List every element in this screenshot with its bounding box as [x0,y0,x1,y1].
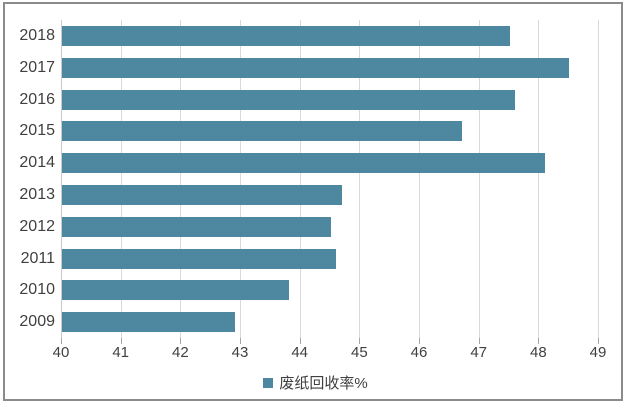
legend-swatch-icon [263,377,274,388]
x-axis-tick-label: 41 [112,344,129,361]
gridline [299,20,301,338]
bar-2011 [62,248,337,269]
plot-area: 40 41 42 43 44 45 46 47 48 49 2018 2017 2016 2015 2014… [19,20,606,361]
axis-tick [478,338,480,344]
x-axis-tick-label: 48 [529,344,547,361]
bar-2017 [62,57,570,78]
gridline [120,20,122,338]
bar-2013 [62,184,343,205]
y-axis-category-label: 2017 [19,58,55,76]
legend-label: 废纸回收率% [279,375,368,392]
gridline [240,20,241,338]
axis-tick [538,338,540,344]
axis-tick [598,338,599,344]
axis-tick [61,338,62,344]
x-axis-tick-label: 44 [291,344,308,361]
legend: 废纸回收率% [0,372,631,393]
x-axis-tick-label: 40 [52,344,70,361]
gridline [598,20,599,338]
gridline [180,20,182,338]
y-axis-category-label: 2018 [19,27,55,44]
axis-tick [299,338,301,344]
x-axis-tick-label: 42 [171,344,189,361]
bar-2010 [62,280,289,301]
y-axis-category-label: 2009 [19,313,55,331]
y-axis-category-label: 2015 [19,122,55,140]
x-axis-tick-label: 45 [350,344,368,361]
axis-tick [359,338,361,344]
gridline [359,20,361,338]
x-axis-tick-label: 43 [231,344,249,361]
y-axis-category-label: 2012 [19,217,55,235]
y-axis-category-label: 2011 [20,249,55,267]
axis-tick [180,338,182,344]
y-axis-line [61,20,62,338]
gridline [538,20,540,338]
y-axis-category-label: 2013 [19,186,55,203]
y-axis-category-label: 2010 [19,281,55,299]
x-axis-tick-label: 49 [589,344,607,361]
x-axis-tick-label: 46 [410,344,428,361]
chart-frame [3,2,623,401]
bar-2015 [62,121,462,142]
gridline [419,20,420,338]
axis-tick [240,338,241,344]
axis-tick [419,338,420,344]
bar-2009 [62,312,236,333]
bar-2014 [62,153,546,174]
gridline [478,20,480,338]
axis-tick [120,338,122,344]
y-axis-category-label: 2014 [19,154,55,172]
bar-2018 [62,25,510,46]
bar-2016 [62,89,516,110]
y-axis-category-label: 2016 [19,90,55,108]
bar-2012 [62,216,331,237]
x-axis-tick-label: 47 [470,344,487,361]
